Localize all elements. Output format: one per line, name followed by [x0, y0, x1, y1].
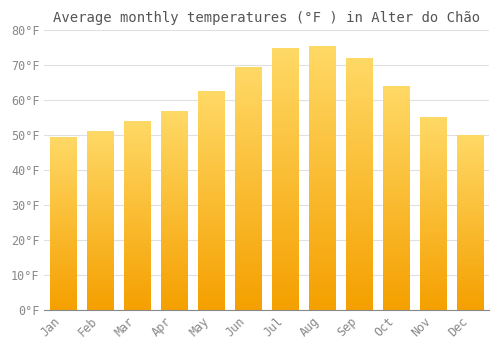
Title: Average monthly temperatures (°F ) in Alter do Chão: Average monthly temperatures (°F ) in Al… [53, 11, 480, 25]
